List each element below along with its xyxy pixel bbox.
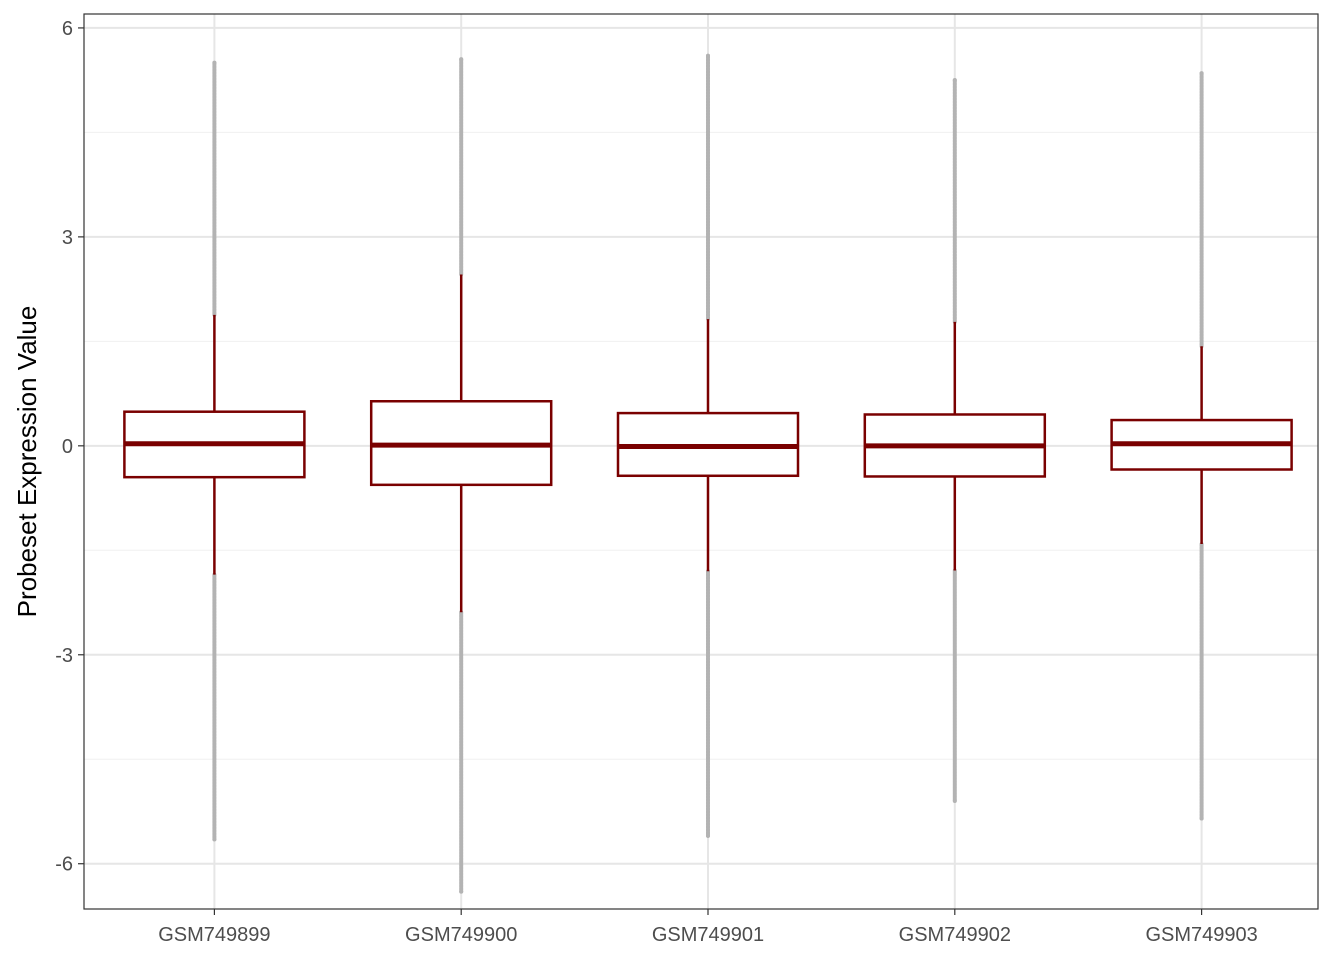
x-tick-label: GSM749899 <box>158 924 270 946</box>
x-tick-label: GSM749901 <box>652 924 764 946</box>
outlier-max <box>952 78 957 83</box>
outlier-max <box>1199 71 1204 76</box>
outlier-min <box>952 799 957 804</box>
box-GSM749899 <box>123 314 306 575</box>
outlier-min <box>459 889 464 894</box>
outlier-min <box>706 833 710 838</box>
x-tick-label: GSM749903 <box>1145 924 1257 946</box>
outlier-max <box>212 60 217 65</box>
outlier-max <box>459 57 464 62</box>
x-tick-label: GSM749902 <box>899 924 1011 946</box>
outlier-min <box>1199 816 1204 821</box>
y-tick-label: 3 <box>62 227 73 249</box>
box-GSM749901 <box>616 319 800 572</box>
box-GSM749902 <box>863 321 1047 571</box>
box-GSM749903 <box>1110 346 1293 545</box>
y-axis-ticks: -6 -3 0 3 6 <box>55 18 84 876</box>
y-axis-title: Probeset Expression Value <box>12 306 42 618</box>
y-tick-label: -6 <box>55 854 73 876</box>
plot-frame <box>83 13 1319 910</box>
outlier-max <box>706 53 710 58</box>
box-GSM749900 <box>369 274 553 613</box>
x-tick-label: GSM749900 <box>405 924 517 946</box>
minor-gridlines <box>84 131 1318 760</box>
y-tick-label: 6 <box>62 18 73 40</box>
y-tick-label: 0 <box>62 436 73 458</box>
outlier-points <box>212 53 1204 894</box>
y-tick-label: -3 <box>55 645 73 667</box>
box-series <box>123 274 1293 613</box>
outlier-min <box>212 837 217 842</box>
x-axis-ticks: GSM749899 GSM749900 GSM749901 GSM749902 GSM7… <box>158 909 1258 946</box>
